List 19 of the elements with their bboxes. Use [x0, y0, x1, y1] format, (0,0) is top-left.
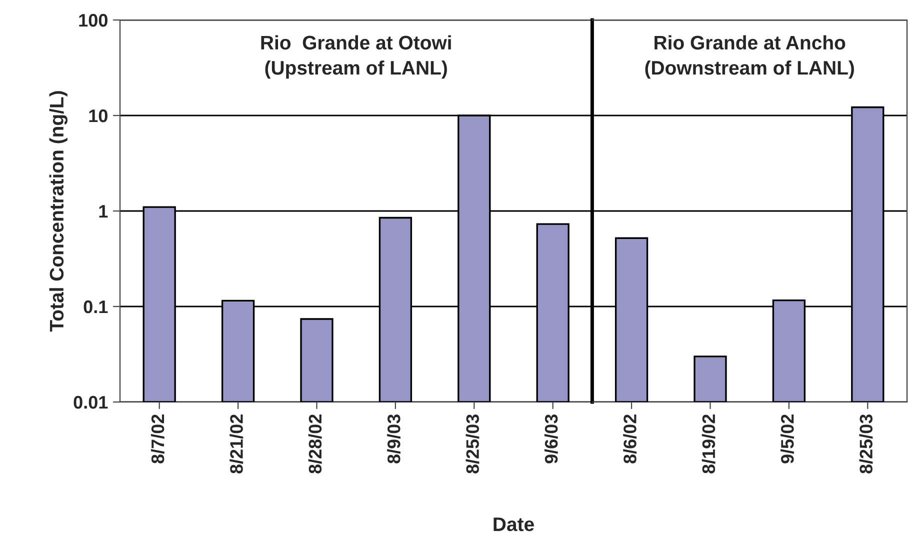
- x-tick-label: 9/5/02: [780, 414, 794, 464]
- x-tick-label: 8/6/02: [623, 414, 637, 464]
- x-tick-label: 8/7/02: [150, 414, 164, 464]
- annotation: Rio Grande at Otowi (Upstream of LANL): [261, 35, 451, 79]
- x-tick-label: 8/28/02: [308, 414, 322, 474]
- x-tick-label: 8/9/03: [387, 414, 400, 464]
- annotation: Rio Grande at Ancho (Downstream of LANL): [645, 35, 854, 79]
- y-tick-label: 0.1: [84, 300, 108, 314]
- y-tick-label: 10: [89, 109, 108, 122]
- x-tick-label: 9/6/03: [544, 414, 558, 464]
- x-tick-label: 8/19/02: [702, 414, 716, 474]
- y-axis-title: Total Concentration (ng/L): [49, 91, 68, 332]
- x-tick-label: 8/25/03: [466, 414, 480, 474]
- y-tick-label: 100: [79, 14, 108, 27]
- x-tick-label: 8/25/03: [859, 414, 873, 474]
- y-tick-label: 1: [99, 205, 108, 218]
- y-tick-label: 0.01: [74, 396, 108, 409]
- x-axis-title: Date: [494, 518, 534, 532]
- x-tick-label: 8/21/02: [230, 414, 244, 474]
